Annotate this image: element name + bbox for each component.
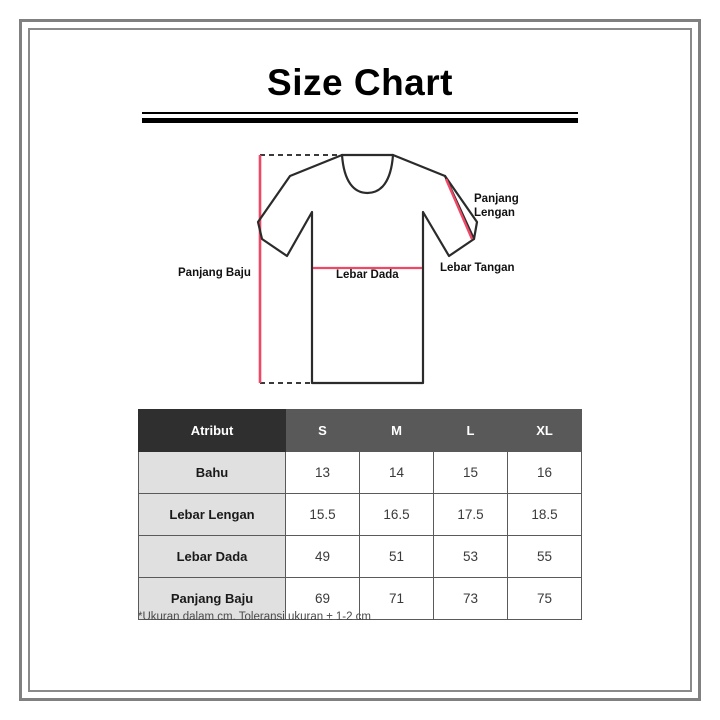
cell-m: 14 — [359, 451, 434, 494]
size-table: Atribut S M L XL Bahu 13 14 15 16 Lebar … — [138, 409, 582, 620]
cell-xl: 18.5 — [507, 493, 582, 536]
column-header-attribute: Atribut — [138, 409, 286, 452]
tshirt-body-outline — [256, 153, 479, 385]
label-sleeve-length: Panjang Lengan — [474, 192, 540, 220]
table-row: Bahu 13 14 15 16 — [138, 451, 582, 494]
cell-m: 71 — [359, 577, 434, 620]
cell-xl: 55 — [507, 535, 582, 578]
outer-border-frame — [19, 19, 701, 701]
cell-s: 13 — [285, 451, 360, 494]
cell-s: 15.5 — [285, 493, 360, 536]
sleeve-length-measure-line — [444, 178, 474, 240]
page-title: Size Chart — [267, 62, 453, 103]
table-row: Lebar Lengan 15.5 16.5 17.5 18.5 — [138, 493, 582, 536]
tshirt-diagram — [150, 140, 580, 402]
row-attribute: Lebar Dada — [138, 535, 286, 578]
label-body-length: Panjang Baju — [178, 267, 251, 279]
column-header-s: S — [285, 409, 360, 452]
row-attribute: Panjang Baju — [138, 577, 286, 620]
label-sleeve-length-line1: Panjang — [474, 193, 519, 205]
column-header-m: M — [359, 409, 434, 452]
column-header-l: L — [433, 409, 508, 452]
cell-l: 17.5 — [433, 493, 508, 536]
cell-xl: 75 — [507, 577, 582, 620]
tshirt-outline — [340, 153, 395, 195]
row-attribute: Bahu — [138, 451, 286, 494]
title-rule-thin — [142, 112, 578, 114]
cell-xl: 16 — [507, 451, 582, 494]
column-header-xl: XL — [507, 409, 582, 452]
table-row: Lebar Dada 49 51 53 55 — [138, 535, 582, 578]
footnote-measurement-note: *Ukuran dalam cm. Toleransi ukuran ± 1-2… — [138, 611, 371, 623]
cell-l: 73 — [433, 577, 508, 620]
inner-border-frame — [28, 28, 692, 692]
cell-m: 16.5 — [359, 493, 434, 536]
cell-m: 51 — [359, 535, 434, 578]
row-attribute: Lebar Lengan — [138, 493, 286, 536]
label-sleeve-length-line2: Lengan — [474, 207, 515, 219]
table-row: Panjang Baju 69 71 73 75 — [138, 577, 582, 620]
table-header-row: Atribut S M L XL — [138, 409, 582, 452]
cell-l: 15 — [433, 451, 508, 494]
label-chest-width: Lebar Dada — [336, 269, 399, 281]
label-sleeve-width: Lebar Tangan — [440, 262, 515, 274]
cell-l: 53 — [433, 535, 508, 578]
title-rule-thick — [142, 118, 578, 123]
cell-s: 49 — [285, 535, 360, 578]
